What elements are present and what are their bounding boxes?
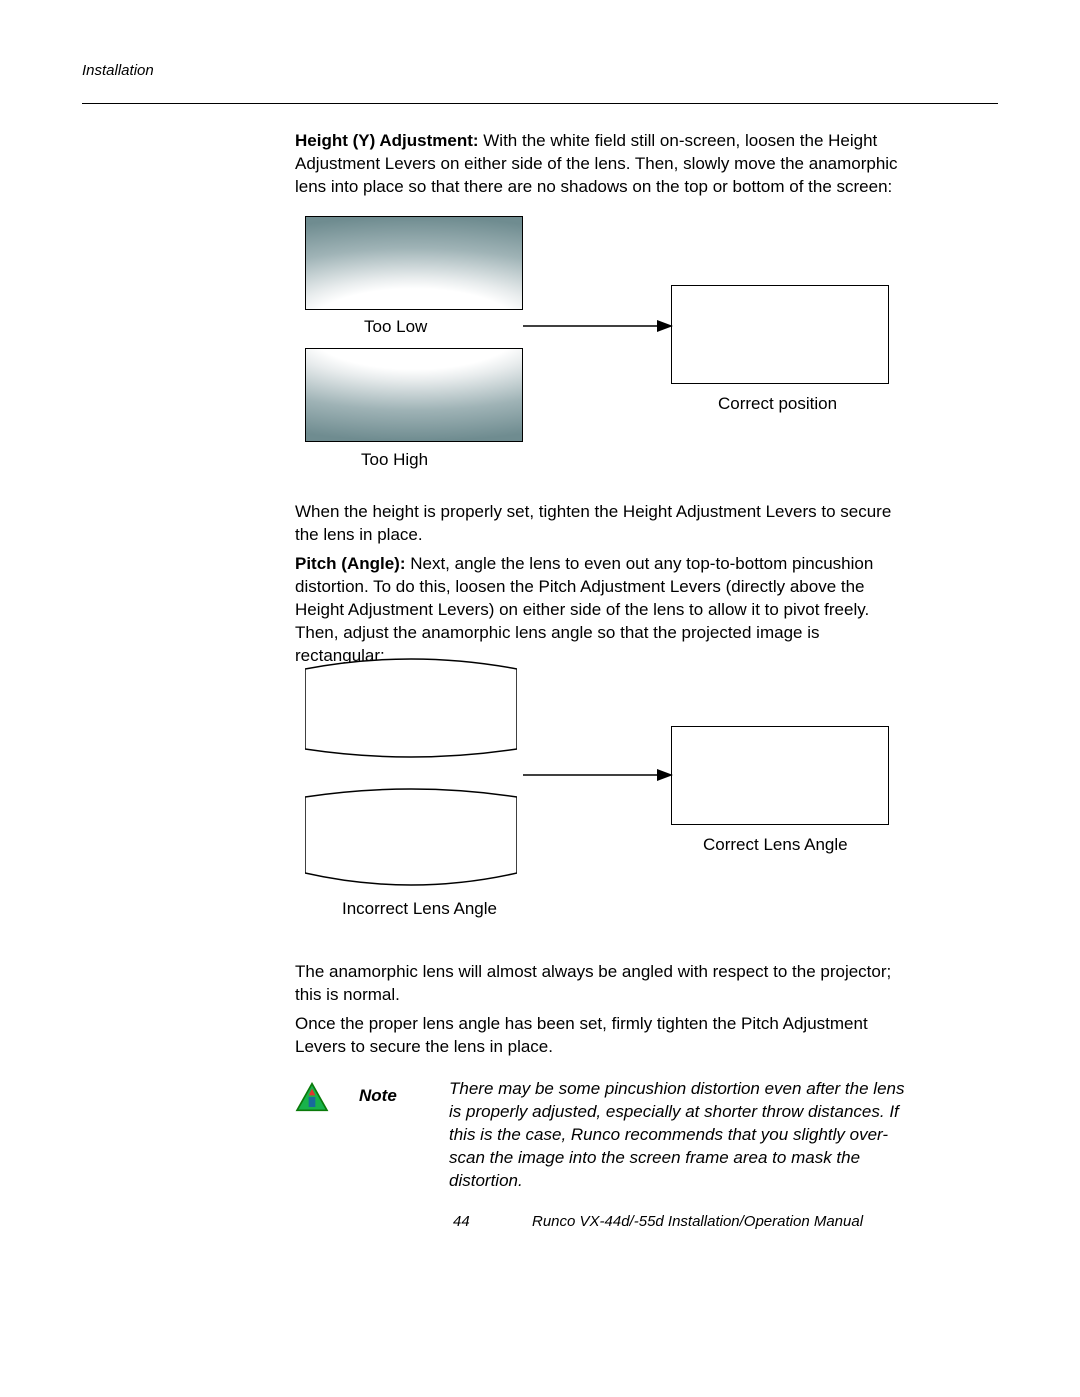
note-text: There may be some pincushion distortion … <box>449 1078 907 1193</box>
para-lead: Pitch (Angle): <box>295 554 410 573</box>
diagram-pitch-angle: Incorrect Lens Angle Correct Lens Angle <box>295 655 907 935</box>
para-lead: Height (Y) Adjustment: <box>295 131 483 150</box>
para-pitch-angle: Pitch (Angle): Next, angle the lens to e… <box>295 553 907 668</box>
header-rule <box>82 103 998 104</box>
note-label: Note <box>359 1086 419 1106</box>
box-pincushion-top <box>305 655 517 763</box>
box-too-high <box>305 348 523 442</box>
diagram-height-adjustment: Too Low Too High Correct position <box>295 216 907 476</box>
arrow-icon <box>523 765 673 785</box>
running-header: Installation <box>82 62 154 79</box>
manual-title: Runco VX-44d/-55d Installation/Operation… <box>532 1213 863 1230</box>
label-incorrect-angle: Incorrect Lens Angle <box>342 899 497 919</box>
para-tighten-pitch: Once the proper lens angle has been set,… <box>295 1013 907 1059</box>
label-correct-position: Correct position <box>718 394 837 414</box>
page-number: 44 <box>453 1213 470 1230</box>
para-height-adjustment: Height (Y) Adjustment: With the white fi… <box>295 130 907 199</box>
box-too-low <box>305 216 523 310</box>
warning-triangle-icon <box>295 1082 329 1112</box>
label-correct-angle: Correct Lens Angle <box>703 835 848 855</box>
para-tighten-levers: When the height is properly set, tighten… <box>295 501 907 547</box>
box-pincushion-bottom <box>305 783 517 891</box>
box-correct-position <box>671 285 889 384</box>
label-too-low: Too Low <box>364 317 427 337</box>
label-too-high: Too High <box>361 450 428 470</box>
note-block: Note There may be some pincushion distor… <box>295 1078 907 1193</box>
box-correct-angle <box>671 726 889 825</box>
arrow-icon <box>523 316 673 336</box>
para-angled-normal: The anamorphic lens will almost always b… <box>295 961 907 1007</box>
